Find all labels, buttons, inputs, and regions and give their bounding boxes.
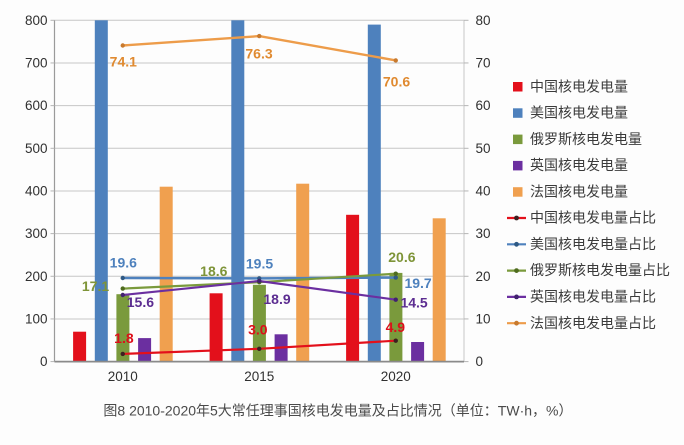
svg-text:40: 40	[476, 184, 491, 199]
svg-text:20: 20	[476, 269, 491, 284]
svg-text:18.9: 18.9	[263, 291, 290, 307]
svg-text:2015: 2015	[244, 369, 274, 384]
svg-text:80: 80	[476, 13, 491, 28]
svg-text:600: 600	[25, 98, 48, 113]
svg-text:300: 300	[25, 226, 48, 241]
svg-text:10: 10	[476, 311, 491, 326]
svg-text:英国核电发电量: 英国核电发电量	[530, 157, 628, 173]
svg-text:76.3: 76.3	[245, 45, 272, 61]
svg-text:18.6: 18.6	[200, 263, 227, 279]
svg-text:中国核电发电量: 中国核电发电量	[530, 78, 628, 94]
svg-text:19.5: 19.5	[246, 255, 273, 271]
svg-text:俄罗斯核电发电量: 俄罗斯核电发电量	[530, 131, 642, 147]
svg-text:2020: 2020	[381, 369, 411, 384]
svg-text:70: 70	[476, 56, 491, 71]
svg-text:19.7: 19.7	[404, 275, 431, 291]
svg-text:15.6: 15.6	[127, 294, 154, 310]
svg-text:4.9: 4.9	[386, 319, 406, 335]
svg-text:法国核电发电量占比: 法国核电发电量占比	[530, 315, 656, 331]
svg-text:19.6: 19.6	[110, 255, 137, 271]
svg-text:美国核电发电量占比: 美国核电发电量占比	[530, 236, 656, 252]
svg-text:1.8: 1.8	[114, 330, 134, 346]
svg-text:英国核电发电量占比: 英国核电发电量占比	[530, 289, 656, 305]
svg-text:60: 60	[476, 98, 491, 113]
svg-text:图8 2010-2020年5大常任理事国核电发电量及占比情况: 图8 2010-2020年5大常任理事国核电发电量及占比情况（单位：TW·h，%…	[103, 403, 572, 419]
svg-text:美国核电发电量: 美国核电发电量	[530, 105, 628, 121]
svg-text:中国核电发电量占比: 中国核电发电量占比	[530, 210, 656, 226]
svg-text:400: 400	[25, 184, 48, 199]
svg-text:700: 700	[25, 56, 48, 71]
svg-text:100: 100	[25, 311, 48, 326]
svg-text:法国核电发电量: 法国核电发电量	[530, 184, 628, 200]
svg-text:0: 0	[476, 354, 484, 369]
svg-text:500: 500	[25, 141, 48, 156]
svg-text:0: 0	[40, 354, 48, 369]
svg-text:俄罗斯核电发电量占比: 俄罗斯核电发电量占比	[530, 262, 670, 278]
svg-text:70.6: 70.6	[383, 73, 410, 89]
svg-text:14.5: 14.5	[400, 294, 427, 310]
svg-text:17.1: 17.1	[82, 278, 109, 294]
svg-text:2010: 2010	[108, 369, 138, 384]
svg-text:74.1: 74.1	[110, 54, 137, 70]
svg-text:50: 50	[476, 141, 491, 156]
svg-text:20.6: 20.6	[388, 249, 415, 265]
svg-text:30: 30	[476, 226, 491, 241]
svg-text:200: 200	[25, 269, 48, 284]
svg-text:800: 800	[25, 13, 48, 28]
svg-text:3.0: 3.0	[248, 322, 268, 338]
